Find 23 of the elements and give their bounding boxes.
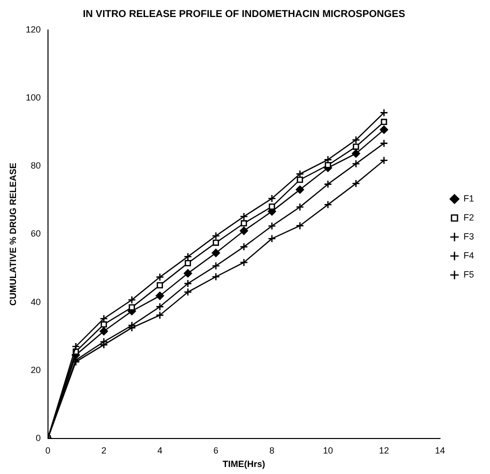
legend-label: F4 <box>463 250 474 260</box>
legend-label: F3 <box>463 231 474 242</box>
x-tick-label: 12 <box>378 445 389 456</box>
y-axis-title: CUMULATIVE % DRUG RELEASE <box>8 162 18 306</box>
y-tick-label: 0 <box>36 432 41 443</box>
y-tick-label: 120 <box>26 24 41 34</box>
legend-label: F5 <box>463 269 474 280</box>
x-tick-label: 8 <box>269 445 274 456</box>
y-tick-label: 20 <box>30 364 41 375</box>
legend-label: F1 <box>463 193 474 204</box>
x-tick-label: 14 <box>434 445 446 456</box>
y-tick-label: 60 <box>30 228 41 239</box>
x-tick-label: 10 <box>322 445 333 456</box>
x-tick-label: 6 <box>213 445 218 456</box>
y-tick-label: 80 <box>30 160 41 171</box>
chart-title: IN VITRO RELEASE PROFILE OF INDOMETHACIN MICROSPONGES <box>82 8 406 20</box>
x-tick-label: 4 <box>157 445 162 456</box>
x-tick-label: 0 <box>45 445 50 456</box>
x-axis-title: TIME(Hrs) <box>222 459 266 470</box>
y-tick-label: 40 <box>30 296 41 307</box>
x-tick-label: 2 <box>101 445 106 456</box>
y-tick-label: 100 <box>26 92 41 103</box>
legend-label: F2 <box>463 212 474 222</box>
